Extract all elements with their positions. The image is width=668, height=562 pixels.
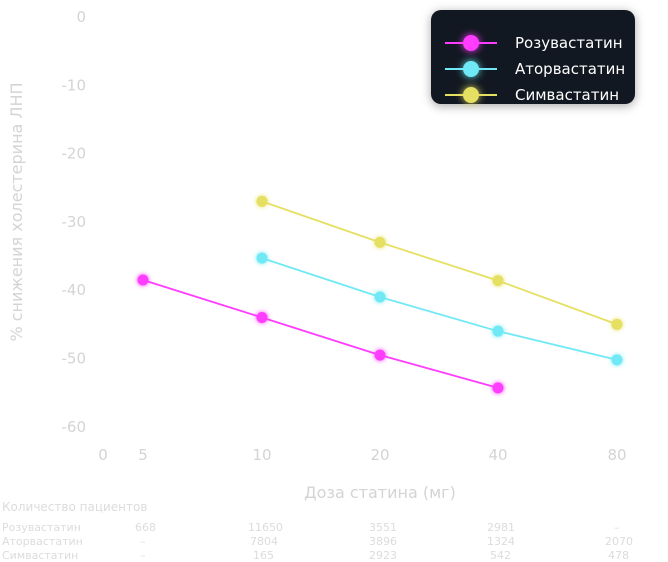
data-point (492, 325, 504, 337)
legend-swatch-atorvastatin (445, 58, 497, 80)
legend-swatch-rosuvastatin (445, 32, 497, 54)
legend-label-simvastatin: Симвастатин (515, 86, 620, 104)
x-tick-label: 40 (488, 446, 507, 464)
table-cell: 3896 (369, 535, 397, 548)
table-row-label: Симвастатин (2, 549, 79, 562)
data-point (137, 274, 149, 286)
data-point (492, 275, 504, 287)
data-point (256, 252, 268, 264)
table-cell: 668 (135, 521, 156, 534)
y-tick-label: -40 (62, 281, 87, 299)
data-point (374, 291, 386, 303)
legend-label-rosuvastatin: Розувастатин (515, 34, 623, 52)
y-tick-label: -50 (62, 350, 87, 368)
table-cell: 2070 (605, 535, 633, 548)
data-point (256, 195, 268, 207)
table-cell: 2923 (369, 549, 397, 562)
data-point (374, 236, 386, 248)
table-cell: 11650 (248, 521, 283, 534)
y-tick-label: -10 (62, 76, 87, 94)
legend: Розувастатин Аторвастатин Симвастатин (431, 10, 635, 104)
legend-swatch-simvastatin (445, 84, 497, 106)
table-cell: – (140, 549, 146, 562)
x-tick-label: 80 (607, 446, 626, 464)
series-line (261, 257, 618, 361)
series-line (142, 279, 499, 389)
data-point (611, 354, 623, 366)
y-tick-label: -30 (62, 213, 87, 231)
y-axis-title: % снижения холестерина ЛНП (7, 82, 26, 341)
series-line (261, 200, 618, 326)
y-tick-label: -60 (62, 418, 87, 436)
table-cell: 7804 (250, 535, 278, 548)
y-tick-label: -20 (62, 145, 87, 163)
patients-table-title: Количество пациентов (2, 500, 148, 514)
table-cell: 3551 (369, 521, 397, 534)
table-cell: – (140, 535, 146, 548)
table-cell: 165 (253, 549, 274, 562)
table-row-label: Розувастатин (2, 521, 81, 534)
x-tick-label: 0 (98, 446, 108, 464)
y-tick-label: 0 (76, 8, 86, 26)
data-point (256, 312, 268, 324)
table-cell: 2981 (487, 521, 515, 534)
x-axis-title: Доза статина (мг) (304, 483, 456, 502)
x-tick-label: 20 (370, 446, 389, 464)
legend-item-simvastatin: Симвастатин (445, 84, 619, 106)
x-tick-label: 10 (252, 446, 271, 464)
x-tick-label: 5 (138, 446, 148, 464)
table-cell: 542 (490, 549, 511, 562)
legend-item-atorvastatin: Аторвастатин (445, 58, 625, 80)
table-cell: – (614, 521, 620, 534)
table-row-label: Аторвастатин (2, 535, 83, 548)
data-point (492, 382, 504, 394)
data-point (611, 318, 623, 330)
data-point (374, 349, 386, 361)
legend-label-atorvastatin: Аторвастатин (515, 60, 626, 78)
table-cell: 1324 (487, 535, 515, 548)
table-cell: 478 (608, 549, 629, 562)
legend-item-rosuvastatin: Розувастатин (445, 32, 623, 54)
